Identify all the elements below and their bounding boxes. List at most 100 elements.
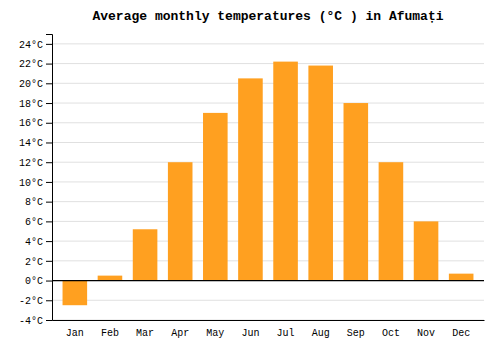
y-tick-label: -2°C [19, 296, 43, 307]
chart: -4°C -2°C 0°C 2°C 4°C 6°C 8°C 10°C 12°C 14°C 16°C 1… [0, 0, 500, 350]
x-tick-label: Dec [452, 328, 470, 339]
bar [63, 281, 88, 306]
grid-line [52, 300, 484, 301]
x-tick: Feb [101, 328, 119, 339]
x-tick: Mar [136, 328, 154, 339]
y-tick: 8°C [25, 197, 52, 208]
y-tick-mark [46, 162, 52, 163]
x-tick: Sep [347, 328, 365, 339]
x-tick-label: Oct [382, 328, 400, 339]
y-tick-label: 12°C [19, 158, 43, 169]
grid-line [52, 162, 484, 163]
grid-line [52, 320, 484, 321]
grid-line [52, 201, 484, 202]
y-tick: 18°C [19, 99, 52, 110]
y-tick: 14°C [19, 138, 52, 149]
x-tick: Jan [66, 328, 84, 339]
grid-line [52, 103, 484, 104]
x-axis-line [53, 320, 485, 321]
grid-line [52, 122, 484, 123]
bar [308, 66, 333, 281]
x-tick: Nov [417, 328, 435, 339]
zero-line [52, 280, 484, 281]
x-tick-label: Sep [347, 328, 365, 339]
x-tick: Jun [241, 328, 259, 339]
y-tick: 22°C [19, 59, 52, 70]
grid-line [52, 142, 484, 143]
y-tick-mark [46, 320, 52, 321]
x-tick: Apr [171, 328, 189, 339]
x-tick: Oct [382, 328, 400, 339]
y-tick-label: 2°C [25, 257, 43, 268]
y-axis: -4°C -2°C 0°C 2°C 4°C 6°C 8°C 10°C 12°C 14°C 16°C 1… [19, 35, 53, 327]
y-tick-mark [46, 202, 52, 203]
bar [98, 276, 123, 281]
plot: -4°C -2°C 0°C 2°C 4°C 6°C 8°C 10°C 12°C 14°C 16°C 1… [19, 35, 485, 340]
x-tick-label: May [206, 328, 224, 339]
grid-line [52, 280, 484, 281]
x-tick: Dec [452, 328, 470, 339]
y-tick: 16°C [19, 118, 52, 129]
y-tick-mark [46, 241, 52, 242]
y-tick: 2°C [25, 257, 52, 268]
y-tick-label: -4°C [19, 316, 43, 327]
y-tick-label: 14°C [19, 138, 43, 149]
bar [168, 162, 193, 280]
y-tick-label: 22°C [19, 59, 43, 70]
y-tick: 20°C [19, 79, 52, 90]
bar [203, 113, 228, 281]
x-tick: May [206, 328, 224, 339]
y-tick-label: 4°C [25, 237, 43, 248]
y-tick-label: 18°C [19, 99, 43, 110]
bar [133, 229, 158, 280]
x-tick: Aug [312, 328, 330, 339]
x-tick-label: Jul [277, 328, 295, 339]
y-tick-mark [46, 83, 52, 84]
bar [449, 274, 474, 281]
grid-line [52, 83, 484, 84]
y-tick-label: 8°C [25, 197, 43, 208]
grid-line [52, 63, 484, 64]
y-tick-label: 0°C [25, 276, 43, 287]
y-axis-line [46, 35, 53, 321]
y-tick: 0°C [25, 276, 52, 287]
x-tick-label: Feb [101, 328, 119, 339]
y-tick-mark [46, 261, 52, 262]
y-tick: 24°C [19, 40, 52, 51]
y-tick: -4°C [19, 316, 52, 327]
y-tick-mark [46, 300, 52, 301]
bars [52, 62, 484, 306]
y-tick-label: 24°C [19, 40, 43, 51]
bar [273, 62, 298, 281]
grid [52, 44, 484, 320]
y-tick-mark [46, 103, 52, 104]
bar [414, 221, 439, 280]
y-tick-mark [46, 182, 52, 183]
x-tick: Jul [277, 328, 295, 339]
y-tick-mark [46, 221, 52, 222]
y-tick: 12°C [19, 158, 52, 169]
y-tick-mark [46, 64, 52, 65]
x-tick-label: Apr [171, 328, 189, 339]
x-tick-label: Aug [312, 328, 330, 339]
y-tick-label: 10°C [19, 178, 43, 189]
bar [238, 78, 263, 280]
y-tick-label: 20°C [19, 79, 43, 90]
grid-line [52, 181, 484, 182]
y-tick: -2°C [19, 296, 52, 307]
y-tick-mark [46, 123, 52, 124]
x-tick-label: Jun [241, 328, 259, 339]
bar [379, 162, 404, 280]
y-tick-label: 16°C [19, 118, 43, 129]
y-tick-mark [46, 142, 52, 143]
grid-line [52, 43, 484, 44]
title: Average monthly temperatures (°C ) in Af… [92, 9, 443, 24]
x-tick-label: Mar [136, 328, 154, 339]
y-tick-mark [46, 281, 52, 282]
y-tick-mark [46, 44, 52, 45]
x-axis: Jan Feb Mar Apr May Jun Jul Aug Sep Oct Nov Dec [53, 321, 485, 340]
x-tick-label: Nov [417, 328, 435, 339]
x-tick-label: Jan [66, 328, 84, 339]
y-tick: 6°C [25, 217, 52, 228]
y-tick-label: 6°C [25, 217, 43, 228]
